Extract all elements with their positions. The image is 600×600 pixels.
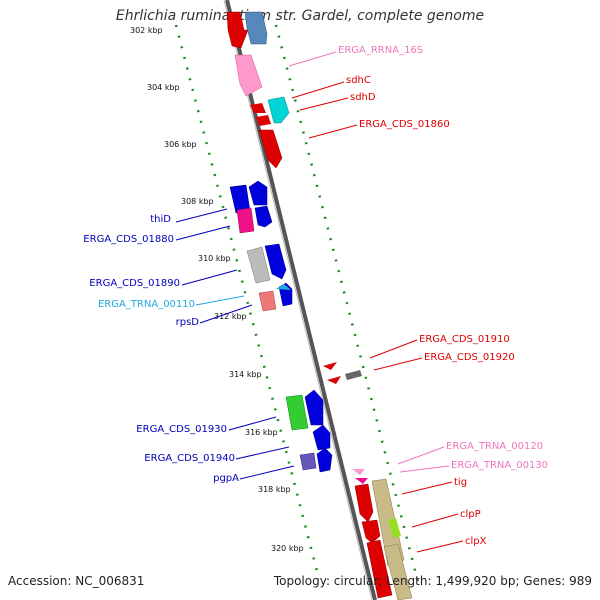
kbp-label: 316 kbp xyxy=(245,428,278,437)
gene-label-layer: ERGA_RRNA_16S sdhC sdhD ERGA_CDS_01860 t… xyxy=(83,45,548,547)
gene-block xyxy=(285,394,309,431)
kbp-label: 304 kbp xyxy=(147,83,180,92)
gene-label[interactable]: thiD xyxy=(150,214,171,225)
backbone-highlight xyxy=(223,0,373,600)
leader-line xyxy=(291,81,345,99)
gene-block xyxy=(226,11,249,49)
leader-line xyxy=(308,124,358,139)
leader-line xyxy=(195,295,245,306)
kbp-label: 310 kbp xyxy=(198,254,231,263)
leader-line xyxy=(399,465,450,473)
leader-line xyxy=(373,357,423,371)
leader-line xyxy=(228,416,277,431)
leader-line xyxy=(199,304,253,324)
gene-block xyxy=(316,447,333,473)
gene-block xyxy=(323,362,337,370)
kbp-label: 318 kbp xyxy=(258,485,291,494)
gene-label[interactable]: ERGA_CDS_01890 xyxy=(89,278,180,289)
gene-block xyxy=(254,205,273,228)
accession-text: Accession: NC_006831 xyxy=(8,574,145,588)
gene-label[interactable]: ERGA_CDS_01920 xyxy=(424,352,515,363)
gene-block xyxy=(304,389,324,426)
gene-block xyxy=(345,370,362,380)
gene-label[interactable]: rpsD xyxy=(176,317,200,328)
gene-block xyxy=(355,478,368,484)
leader-line xyxy=(397,446,445,465)
leader-line xyxy=(181,269,238,286)
gene-label[interactable]: ERGA_CDS_01910 xyxy=(419,334,510,345)
gene-block xyxy=(327,376,341,384)
gene-label[interactable]: ERGA_TRNA_00120 xyxy=(446,441,543,452)
gene-label[interactable]: clpP xyxy=(460,509,481,520)
gene-block xyxy=(236,207,255,234)
gene-label[interactable]: ERGA_TRNA_00110 xyxy=(98,299,195,310)
kbp-label: 314 kbp xyxy=(229,370,262,379)
gene-label[interactable]: ERGA_RRNA_16S xyxy=(338,45,423,56)
gene-block xyxy=(256,115,271,126)
gene-label[interactable]: ERGA_CDS_01880 xyxy=(83,234,174,245)
kbp-label: 306 kbp xyxy=(164,140,197,149)
gene-block xyxy=(234,54,263,97)
gene-label[interactable]: ERGA_CDS_01930 xyxy=(136,424,227,435)
gene-block xyxy=(264,243,287,280)
leader-line xyxy=(416,540,464,553)
gene-block xyxy=(361,519,381,544)
gene-block xyxy=(246,246,271,284)
gene-block xyxy=(248,180,268,206)
gene-features xyxy=(226,11,413,600)
leader-line xyxy=(369,339,418,359)
gene-block xyxy=(352,469,365,475)
map-title: Ehrlichia ruminantium str. Gardel, compl… xyxy=(115,8,485,24)
leader-line xyxy=(235,446,290,460)
gene-label[interactable]: ERGA_TRNA_00130 xyxy=(451,460,548,471)
kbp-axis: 302 kbp 304 kbp 306 kbp 308 kbp 310 kbp … xyxy=(130,26,304,553)
gene-block xyxy=(267,96,290,124)
gene-block xyxy=(388,518,401,538)
kbp-label: 308 kbp xyxy=(181,197,214,206)
kbp-label: 312 kbp xyxy=(214,312,247,321)
gene-block xyxy=(276,284,291,290)
leader-line xyxy=(175,225,231,241)
kbp-label: 302 kbp xyxy=(130,26,163,35)
leader-line xyxy=(411,513,459,528)
genome-summary-text: Topology: circular; Length: 1,499,920 bp… xyxy=(273,574,592,588)
leader-lines xyxy=(175,51,464,553)
leader-line xyxy=(299,97,349,111)
gene-label[interactable]: ERGA_CDS_01940 xyxy=(144,453,235,464)
gene-block xyxy=(312,424,331,451)
gene-block xyxy=(244,11,268,45)
gene-label[interactable]: sdhD xyxy=(350,92,376,103)
leader-line xyxy=(239,465,295,480)
left-track xyxy=(174,24,320,576)
gene-block xyxy=(383,543,413,600)
backbone xyxy=(225,0,377,600)
gene-label[interactable]: clpX xyxy=(465,536,487,547)
gene-block xyxy=(366,539,393,599)
kbp-label: 320 kbp xyxy=(271,544,304,553)
gene-label[interactable]: ERGA_CDS_01860 xyxy=(359,119,450,130)
gene-block xyxy=(299,452,317,471)
leader-line xyxy=(175,208,228,223)
gene-label[interactable]: tig xyxy=(454,477,467,488)
gene-block xyxy=(250,103,266,113)
gene-block xyxy=(354,483,374,523)
right-track xyxy=(274,24,422,591)
gene-block xyxy=(258,129,283,169)
gene-block xyxy=(258,290,277,312)
leader-line xyxy=(401,481,453,495)
leader-line xyxy=(288,51,337,67)
gene-label[interactable]: pgpA xyxy=(213,473,239,484)
gene-label[interactable]: sdhC xyxy=(346,75,371,86)
